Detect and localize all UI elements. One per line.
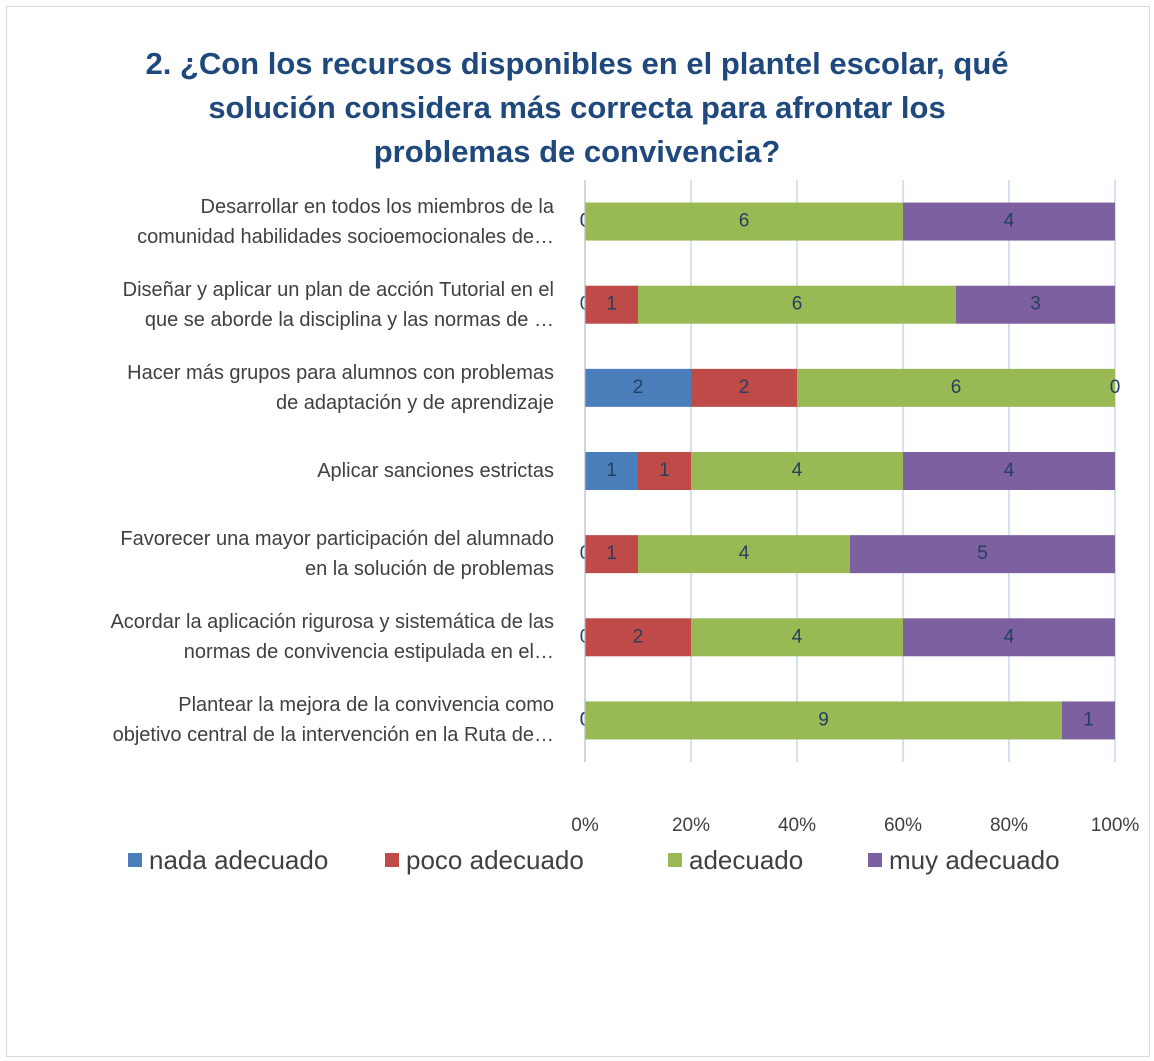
y-tick-label: Desarrollar en todos los miembros de la … xyxy=(137,195,554,248)
data-label: 1 xyxy=(606,294,617,315)
x-tick-label: 60% xyxy=(884,815,922,836)
bar-segment xyxy=(638,535,850,574)
legend-swatch xyxy=(128,853,142,867)
bar-segment xyxy=(638,285,956,324)
data-label: 1 xyxy=(659,460,670,481)
bar-segment xyxy=(585,535,638,574)
data-label: 4 xyxy=(792,460,803,481)
x-tick-label: 40% xyxy=(778,815,816,836)
bar-segment xyxy=(691,368,797,407)
x-tick-label: 0% xyxy=(571,815,599,836)
bar-segment xyxy=(585,701,1062,740)
x-tick-label: 100% xyxy=(1091,815,1140,836)
bar-segment xyxy=(691,452,903,490)
legend-swatch xyxy=(385,853,399,867)
data-label: 4 xyxy=(739,543,750,564)
data-label: 4 xyxy=(1004,460,1015,481)
y-tick-label: Hacer más grupos para alumnos con proble… xyxy=(127,361,554,414)
y-tick-label: Acordar la aplicación rigurosa y sistemá… xyxy=(110,611,554,664)
data-label: 4 xyxy=(1004,626,1015,647)
legend-label: muy adecuado xyxy=(889,845,1060,875)
bar-segment xyxy=(585,618,691,657)
x-tick-label: 20% xyxy=(672,815,710,836)
data-label: 6 xyxy=(792,294,803,315)
chart-title: 2. ¿Con los recursos disponibles en el p… xyxy=(145,46,1009,169)
data-label: 6 xyxy=(739,211,750,232)
data-label: 4 xyxy=(792,626,803,647)
bar-segment xyxy=(956,285,1115,324)
bar-segment xyxy=(903,202,1115,241)
y-tick-label: Aplicar sanciones estrictas xyxy=(317,460,554,482)
bar-segment xyxy=(903,452,1115,490)
chart-frame xyxy=(6,6,1150,1057)
data-label: 1 xyxy=(606,460,617,481)
bar-segment xyxy=(1062,701,1115,740)
data-label: 1 xyxy=(606,543,617,564)
bar-segment xyxy=(903,618,1115,657)
y-tick-label: Plantear la mejora de la convivencia com… xyxy=(112,694,554,747)
y-tick-label: Favorecer una mayor participación del al… xyxy=(120,528,554,581)
data-label: 2 xyxy=(633,626,644,647)
y-tick-label: Diseñar y aplicar un plan de acción Tuto… xyxy=(122,278,554,331)
bar-segment xyxy=(585,285,638,324)
data-label: 2 xyxy=(633,377,644,398)
bar-segment xyxy=(585,452,638,490)
data-label: 6 xyxy=(951,377,962,398)
bar-segment xyxy=(797,368,1115,407)
legend-label: poco adecuado xyxy=(406,845,584,875)
bar-segment xyxy=(850,535,1115,574)
x-tick-label: 80% xyxy=(990,815,1028,836)
legend-label: nada adecuado xyxy=(149,845,328,875)
data-label: 9 xyxy=(818,709,829,730)
bar-segment xyxy=(585,202,903,241)
legend-swatch xyxy=(668,853,682,867)
bar-segment xyxy=(638,452,691,490)
legend-label: adecuado xyxy=(689,845,803,875)
data-label: 0 xyxy=(1110,377,1121,398)
bar-segment xyxy=(691,618,903,657)
data-label: 4 xyxy=(1004,211,1015,232)
data-label: 2 xyxy=(739,377,750,398)
legend-swatch xyxy=(868,853,882,867)
bar-segment xyxy=(585,368,691,407)
data-label: 1 xyxy=(1083,709,1094,730)
data-label: 5 xyxy=(977,543,988,564)
data-label: 3 xyxy=(1030,294,1041,315)
